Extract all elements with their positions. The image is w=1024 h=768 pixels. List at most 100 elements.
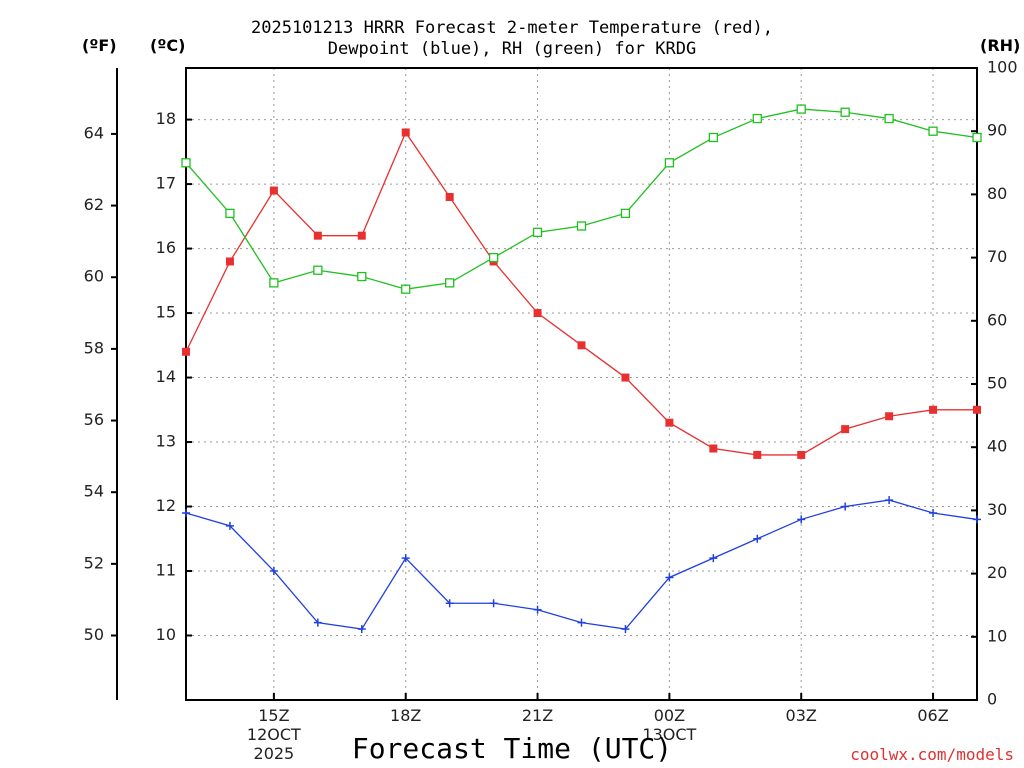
dewpoint-point-25 — [709, 554, 718, 563]
celsius-tick-label-14: 14 — [156, 367, 176, 386]
rh-tick-label-20: 20 — [987, 563, 1007, 582]
fahrenheit-tick-label-58: 58 — [84, 338, 104, 357]
dewpoint-point-18 — [401, 554, 410, 563]
rh-tick-label-100: 100 — [987, 58, 1018, 77]
temperature-point-25 — [709, 444, 718, 453]
rh-point-15 — [269, 278, 279, 288]
temperature-point-24 — [665, 418, 674, 427]
x-tick-label-15Z: 15Z 12OCT 2025 — [244, 706, 304, 763]
x-tick-label-line: 12OCT — [246, 725, 301, 744]
dewpoint-point-16 — [313, 618, 322, 627]
x-tick-label-line: 21Z — [521, 706, 554, 725]
celsius-tick-label-12: 12 — [156, 496, 176, 515]
rh-point-26 — [752, 113, 762, 124]
x-tick-label-line: 18Z — [390, 706, 422, 725]
temperature-point-13 — [182, 347, 190, 356]
rh-series-line — [185, 108, 978, 290]
rh-tick-label-50: 50 — [987, 374, 1007, 393]
celsius-tick-label-13: 13 — [156, 432, 176, 451]
x-tick-label-21Z: 21Z — [508, 706, 568, 725]
celsius-tick-label-15: 15 — [156, 303, 176, 322]
rh-point-29 — [884, 113, 894, 124]
fahrenheit-unit-label: (ºF) — [82, 36, 117, 55]
dewpoint-point-15 — [269, 567, 278, 576]
fahrenheit-tick-label-52: 52 — [84, 553, 104, 572]
temperature-point-17 — [357, 231, 366, 240]
rh-tick-label-60: 60 — [987, 310, 1007, 329]
dewpoint-point-28 — [841, 502, 850, 511]
temperature-point-21 — [533, 309, 542, 318]
dewpoint-point-22 — [577, 618, 586, 627]
temperature-point-28 — [841, 425, 850, 434]
temperature-point-22 — [577, 341, 586, 350]
rh-point-22 — [576, 221, 587, 231]
celsius-tick-label-18: 18 — [156, 109, 176, 128]
rh-point-18 — [401, 284, 411, 294]
fahrenheit-tick-label-62: 62 — [84, 195, 104, 214]
rh-tick-label-30: 30 — [987, 500, 1007, 519]
rh-point-14 — [225, 208, 235, 219]
rh-tick-label-0: 0 — [987, 690, 997, 709]
rh-point-13 — [181, 158, 191, 168]
chart-title-line-2: Dewpoint (blue), RH (green) for KRDG — [327, 39, 697, 59]
dewpoint-point-19 — [445, 599, 454, 608]
rh-tick-label-90: 90 — [987, 121, 1007, 140]
rh-point-25 — [708, 132, 718, 143]
x-tick-label-03Z: 03Z — [771, 706, 831, 725]
rh-point-19 — [445, 278, 455, 288]
temperature-point-18 — [401, 128, 410, 137]
rh-point-23 — [620, 208, 631, 219]
rh-point-21 — [532, 227, 543, 237]
rh-unit-label: (RH) — [980, 36, 1021, 55]
dewpoint-point-26 — [753, 534, 762, 543]
rh-point-20 — [488, 252, 499, 263]
rh-point-27 — [796, 104, 806, 114]
x-tick-label-line: 2025 — [253, 744, 295, 763]
rh-point-28 — [840, 107, 850, 117]
dewpoint-point-27 — [797, 515, 806, 524]
fahrenheit-tick-label-64: 64 — [84, 123, 104, 142]
temperature-point-19 — [445, 192, 454, 201]
x-tick-label-line: 13OCT — [642, 725, 697, 744]
source-credit[interactable]: coolwx.com/models — [850, 745, 1014, 764]
fahrenheit-tick-label-54: 54 — [84, 482, 104, 501]
x-tick-label-line: 00Z — [653, 706, 686, 725]
temperature-point-26 — [753, 450, 762, 459]
rh-point-31 — [972, 132, 982, 143]
x-tick-label-line: 15Z — [258, 706, 290, 725]
rh-point-30 — [928, 126, 938, 136]
celsius-tick-label-16: 16 — [156, 238, 176, 257]
celsius-tick-label-10: 10 — [156, 625, 176, 644]
temperature-point-31 — [973, 405, 981, 414]
temperature-point-27 — [797, 450, 806, 459]
rh-point-16 — [313, 265, 323, 275]
rh-point-24 — [664, 158, 675, 168]
rh-tick-label-70: 70 — [987, 247, 1007, 266]
x-tick-label-18Z: 18Z — [376, 706, 436, 725]
x-tick-label-06Z: 06Z — [903, 706, 963, 725]
dewpoint-point-13 — [182, 508, 190, 517]
rh-tick-label-10: 10 — [987, 626, 1007, 645]
chart-title-line-1: 2025101213 HRRR Forecast 2-meter Tempera… — [251, 18, 773, 38]
temperature-point-23 — [621, 373, 630, 382]
dewpoint-point-24 — [665, 573, 674, 582]
fahrenheit-tick-label-60: 60 — [84, 267, 104, 286]
dewpoint-point-23 — [621, 625, 630, 634]
x-tick-label-line: 06Z — [917, 706, 949, 725]
rh-tick-label-40: 40 — [987, 437, 1007, 456]
dewpoint-point-30 — [929, 508, 938, 517]
celsius-tick-label-17: 17 — [156, 174, 176, 193]
celsius-tick-label-11: 11 — [156, 561, 176, 580]
temperature-point-14 — [225, 257, 234, 266]
celsius-unit-label: (ºC) — [150, 36, 186, 55]
x-axis-title: Forecast Time (UTC) — [351, 732, 673, 765]
x-tick-label-00Z: 00Z 13OCT — [639, 706, 699, 744]
x-tick-label-line: 03Z — [785, 706, 817, 725]
temperature-point-15 — [269, 186, 278, 195]
dewpoint-point-14 — [225, 521, 234, 530]
temperature-point-30 — [929, 405, 938, 414]
fahrenheit-tick-label-50: 50 — [84, 625, 104, 644]
fahrenheit-tick-label-56: 56 — [84, 410, 104, 429]
dewpoint-point-20 — [489, 599, 498, 608]
